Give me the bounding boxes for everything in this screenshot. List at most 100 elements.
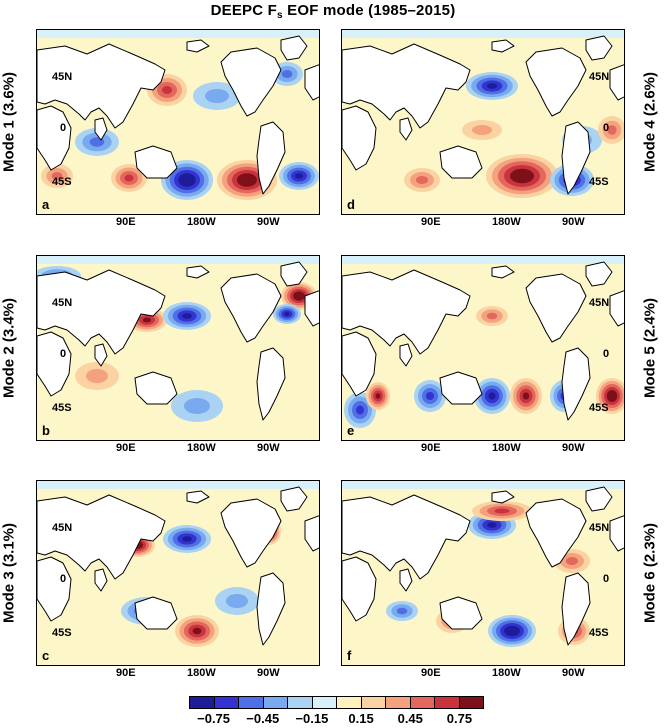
- colorbar-segment: [337, 697, 362, 708]
- anomaly-blob: [486, 154, 558, 198]
- panel-letter: c: [42, 648, 50, 663]
- colorbar-segment: [410, 697, 435, 708]
- lat-tick-label: 0: [603, 573, 610, 585]
- lat-tick-label: 45N: [52, 522, 73, 534]
- lon-tick-label: 180W: [492, 667, 521, 679]
- continent-outline: [561, 572, 591, 646]
- colorbar-segment: [435, 697, 460, 708]
- anomaly-blob: [488, 615, 536, 647]
- lon-tick-label: 90E: [421, 667, 441, 679]
- arctic-band: [342, 256, 624, 264]
- colorbar: [189, 696, 484, 709]
- continent-outline: [256, 572, 286, 646]
- continent-outline: [399, 568, 413, 592]
- lon-tick-label: 90E: [116, 442, 136, 454]
- continent-outline: [37, 269, 166, 355]
- lat-tick-label: 0: [60, 573, 67, 585]
- mode-label: Mode 2 (3.4%): [0, 297, 18, 399]
- anomaly-map: [37, 30, 319, 214]
- panel-letter: d: [347, 197, 355, 212]
- anomaly-map: [37, 481, 319, 665]
- continent-outline: [439, 371, 483, 405]
- map-panel-f: f: [341, 480, 625, 666]
- colorbar-segment: [263, 697, 288, 708]
- anomaly-blob: [273, 304, 301, 324]
- figure-title: DEEPC Fs EOF mode (1985–2015): [210, 2, 456, 21]
- continent-outline: [37, 43, 166, 129]
- colorbar-segment: [386, 697, 411, 708]
- anomaly-blob: [386, 601, 418, 621]
- colorbar-tick-label: 0.45: [397, 711, 423, 726]
- panel-letter: f: [347, 648, 352, 663]
- colorbar-tick-label: 0.75: [446, 711, 473, 726]
- arctic-band: [37, 481, 319, 489]
- anomaly-blob: [462, 120, 502, 140]
- colorbar-segment: [288, 697, 313, 708]
- continent-outline: [37, 494, 166, 580]
- anomaly-blob: [111, 164, 147, 192]
- continent-outline: [134, 596, 178, 630]
- anomaly-map: [342, 481, 624, 665]
- colorbar-tick-label: −0.45: [246, 711, 280, 726]
- continent-outline: [439, 596, 483, 630]
- lat-tick-label: 45S: [52, 402, 72, 414]
- continent-outline: [220, 273, 282, 343]
- continent-outline: [399, 117, 413, 141]
- colorbar-segment: [214, 697, 239, 708]
- lon-tick-label: 90E: [421, 442, 441, 454]
- map-panel-e: e: [341, 255, 625, 441]
- continent-outline: [94, 343, 108, 367]
- lon-tick-label: 90W: [562, 216, 585, 228]
- arctic-band: [37, 30, 319, 38]
- continent-outline: [94, 117, 108, 141]
- lat-tick-label: 0: [60, 122, 67, 134]
- continent-outline: [186, 39, 210, 53]
- map-panel-a: a: [36, 29, 320, 215]
- map-panel-c: c: [36, 480, 320, 666]
- anomaly-blob: [404, 168, 440, 192]
- continent-outline: [280, 35, 308, 61]
- continent-outline: [585, 486, 613, 512]
- mode-label: Mode 5 (2.4%): [641, 297, 659, 399]
- continent-outline: [525, 273, 587, 343]
- continent-outline: [94, 568, 108, 592]
- continent-outline: [37, 556, 72, 622]
- anomaly-blob: [472, 501, 532, 521]
- anomaly-map: [342, 256, 624, 440]
- continent-outline: [256, 121, 286, 195]
- lon-tick-label: 90E: [116, 667, 136, 679]
- continent-outline: [609, 290, 624, 327]
- lat-tick-label: 45S: [52, 627, 72, 639]
- continent-outline: [304, 290, 319, 327]
- continent-outline: [342, 556, 377, 622]
- lon-tick-label: 180W: [187, 667, 216, 679]
- colorbar-segment: [190, 697, 215, 708]
- continent-outline: [585, 261, 613, 287]
- anomaly-blob: [474, 378, 510, 414]
- colorbar-tick-label: −0.75: [197, 711, 231, 726]
- continent-outline: [342, 494, 471, 580]
- mode-label: Mode 6 (2.3%): [641, 522, 659, 624]
- continent-outline: [491, 39, 515, 53]
- continent-outline: [134, 145, 178, 179]
- continent-outline: [186, 265, 210, 279]
- lon-tick-label: 90W: [562, 667, 585, 679]
- continent-outline: [439, 145, 483, 179]
- lat-tick-label: 45S: [589, 627, 609, 639]
- anomaly-map: [342, 30, 624, 214]
- continent-outline: [37, 105, 72, 171]
- lon-tick-label: 90E: [421, 216, 441, 228]
- anomaly-blob: [510, 378, 542, 414]
- continent-outline: [342, 331, 377, 397]
- continent-outline: [342, 43, 471, 129]
- continent-outline: [399, 343, 413, 367]
- lon-tick-label: 90E: [116, 216, 136, 228]
- lon-tick-label: 90W: [562, 442, 585, 454]
- continent-outline: [256, 347, 286, 421]
- map-panel-d: d: [341, 29, 625, 215]
- continent-outline: [491, 490, 515, 504]
- continent-outline: [220, 498, 282, 568]
- continent-outline: [304, 64, 319, 101]
- continent-outline: [220, 47, 282, 117]
- anomaly-blob: [366, 382, 390, 410]
